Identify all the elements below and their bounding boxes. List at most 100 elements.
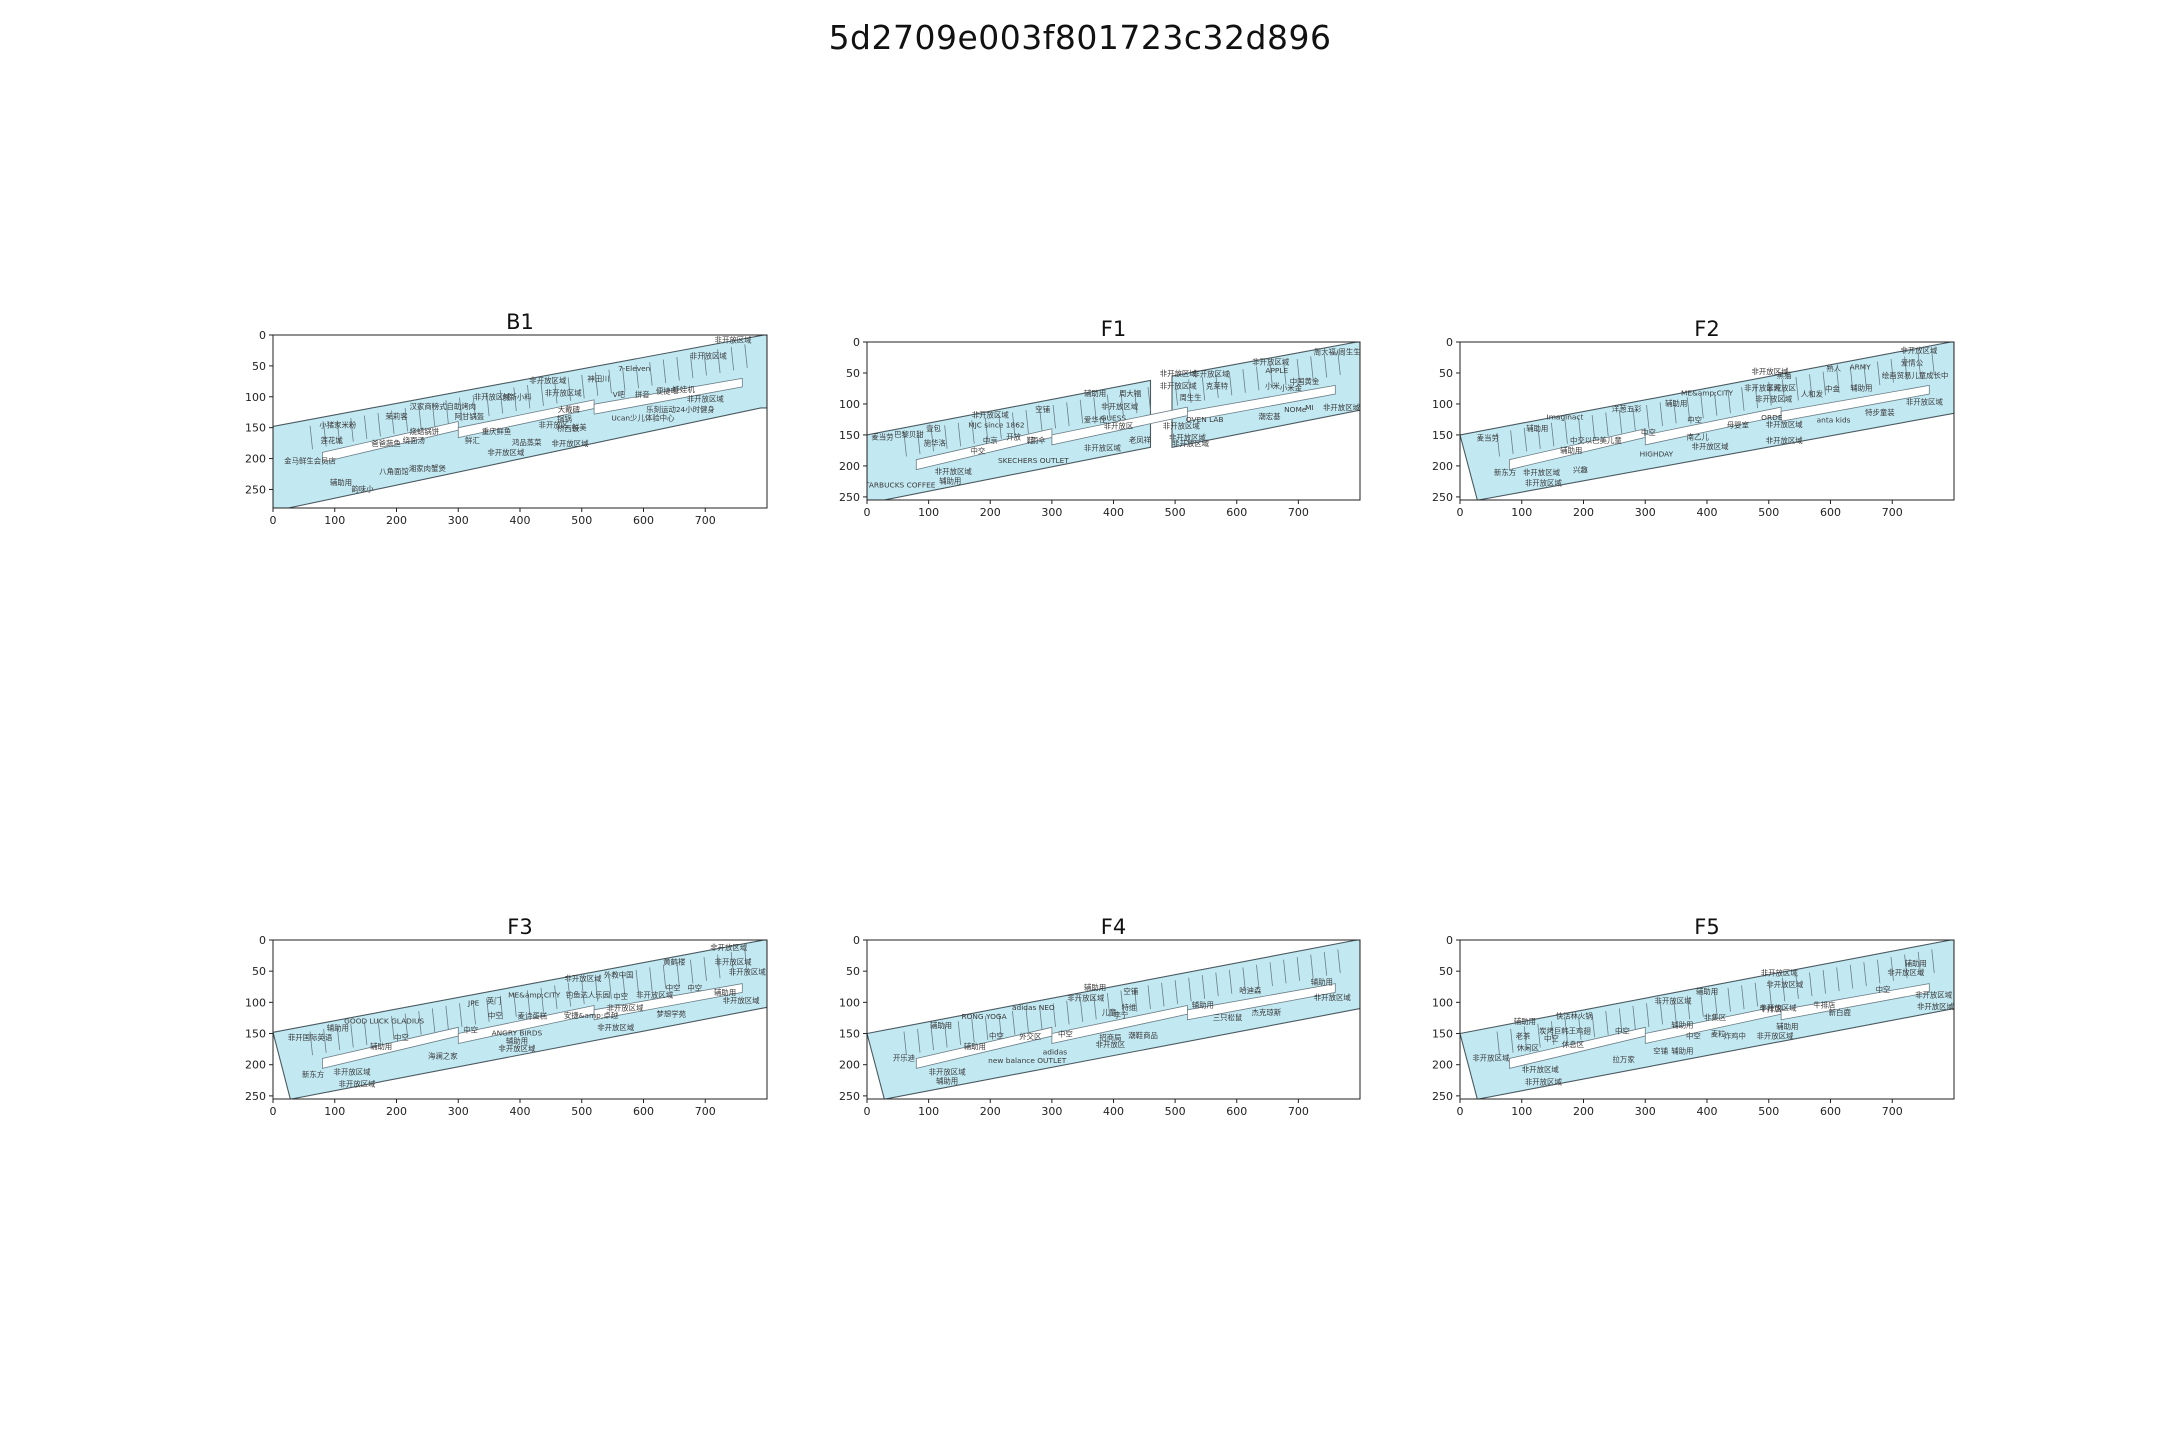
store-label: 新东方: [1494, 468, 1516, 477]
store-divider: [944, 425, 948, 449]
store-divider: [1174, 381, 1178, 406]
store-label: 钓鱼达人乐园: [566, 990, 610, 999]
store-label: 母婴室: [1727, 421, 1749, 430]
y-tick-label: 150: [1432, 429, 1453, 442]
store-divider: [998, 415, 1002, 439]
store-label: 中空: [1641, 428, 1656, 437]
store-label: 非开放区域: [1760, 1003, 1798, 1012]
store-divider: [1741, 985, 1745, 1010]
y-tick-label: 250: [1432, 491, 1453, 504]
store-label: adidas: [1043, 1048, 1067, 1057]
store-label: 老凤祥: [1129, 435, 1152, 444]
store-divider: [1618, 1008, 1623, 1033]
floor-panel-f3: F3 非开放区域 非开放区域 非开放区域 黄鹤楼 非开放区域 外教中国 辅助用 非开放区域 中空中…: [213, 915, 827, 1139]
store-label: 中空: [989, 1032, 1004, 1041]
store-divider: [377, 1018, 381, 1043]
store-divider: [1147, 387, 1151, 411]
floor-outline: [1460, 342, 1954, 500]
store-label: 非开放区域: [1314, 993, 1352, 1002]
y-tick-label: 200: [1432, 460, 1453, 473]
store-label: 克莱特: [1206, 381, 1229, 390]
store-divider: [1256, 964, 1260, 989]
x-tick-label: 100: [324, 514, 345, 527]
store-divider: [1106, 993, 1111, 1017]
store-label: 鞋: [1027, 436, 1035, 445]
store-label: 非开放区域: [715, 335, 753, 344]
store-label: adidas NEO: [1012, 1003, 1055, 1012]
store-divider: [1890, 358, 1894, 383]
store-divider: [635, 364, 639, 389]
store-label: 中交以巴美儿童: [1570, 436, 1622, 445]
x-tick-label: 700: [1882, 506, 1903, 519]
store-divider: [309, 425, 313, 450]
store-label: 李宁: [1113, 1010, 1128, 1019]
store-divider: [1510, 1028, 1514, 1053]
store-label: 拼音: [635, 390, 650, 399]
store-label: 周大福: [1119, 389, 1141, 398]
store-label: 中空: [463, 1025, 478, 1034]
store-divider: [1564, 420, 1568, 444]
x-tick-label: 500: [571, 1105, 592, 1118]
store-divider: [1025, 409, 1029, 434]
x-tick-label: 700: [1288, 1105, 1309, 1118]
store-divider: [957, 422, 962, 447]
store-divider: [1537, 425, 1541, 449]
store-label: 辅助用: [1776, 1022, 1798, 1031]
store-divider: [431, 402, 436, 427]
store-label: 非开放区域: [1169, 433, 1207, 442]
store-divider: [418, 1010, 422, 1035]
y-tick-label: 100: [839, 398, 860, 411]
y-tick-label: 100: [1432, 398, 1453, 411]
store-label: 锅锅: [557, 415, 572, 424]
store-divider: [445, 400, 449, 424]
x-tick-label: 0: [1457, 506, 1464, 519]
x-tick-label: 700: [1288, 506, 1309, 519]
store-divider: [1052, 1003, 1056, 1028]
store-divider: [1174, 980, 1178, 1004]
store-divider: [1188, 379, 1192, 404]
store-divider: [1201, 376, 1206, 401]
store-label: 非开放区: [539, 421, 569, 430]
store-divider: [1066, 1000, 1070, 1025]
y-tick-label: 150: [245, 1028, 266, 1041]
y-tick-label: 50: [846, 367, 860, 380]
store-divider: [649, 967, 653, 992]
store-label: 牛排店: [1760, 1005, 1782, 1014]
y-tick-label: 50: [1439, 367, 1453, 380]
floor-panel-f2: F2 非开放区域 爱情公 非开放区域 熟人 黑猫 ARMY 绘画贸易儿童成长中 非开放区域 非开放…: [1400, 317, 2014, 540]
store-label: 非开放区域: [1101, 402, 1139, 411]
store-label: 中空: [1058, 1030, 1073, 1039]
y-tick-label: 100: [245, 391, 266, 404]
store-divider: [1904, 356, 1908, 381]
store-label: 辅助用: [1311, 977, 1333, 986]
x-tick-label: 400: [1697, 1105, 1718, 1118]
corridor-void: [593, 983, 743, 1021]
store-label: 非开放区域: [1887, 968, 1925, 977]
store-divider: [984, 1016, 989, 1040]
store-divider: [1496, 1031, 1500, 1056]
floor-panel-f1: F1 周大福/周生生 非开放区域 APPLE 非开放区域 非开放区域 非开放区域 克莱特 小米中…: [807, 317, 1420, 540]
store-divider: [554, 985, 558, 1010]
store-label: 中空: [1687, 416, 1702, 425]
store-label: ME&amp;CITY: [1681, 388, 1734, 397]
store-label: 南乙儿: [1687, 432, 1710, 441]
store-label: 绕面汤: [403, 436, 425, 445]
y-tick-label: 100: [245, 996, 266, 1009]
store-label: 拉万家: [1613, 1055, 1636, 1064]
store-label: 哈迪森: [1239, 986, 1262, 995]
store-label: 辅助用: [1084, 389, 1106, 398]
x-tick-label: 300: [1635, 1105, 1656, 1118]
store-divider: [1296, 358, 1301, 383]
store-divider: [1242, 369, 1246, 393]
store-label: 非开放区域: [565, 974, 603, 983]
store-divider: [363, 415, 368, 440]
store-label: 非开放区域: [552, 439, 590, 448]
x-tick-label: 500: [571, 514, 592, 527]
store-divider: [730, 951, 735, 976]
store-label: ARMY: [1850, 362, 1872, 371]
store-divider: [1781, 379, 1786, 404]
store-label: 黑猫: [1777, 371, 1792, 380]
panel-title: F3: [507, 915, 533, 939]
store-divider: [1510, 430, 1514, 454]
x-tick-label: 0: [1457, 1105, 1464, 1118]
